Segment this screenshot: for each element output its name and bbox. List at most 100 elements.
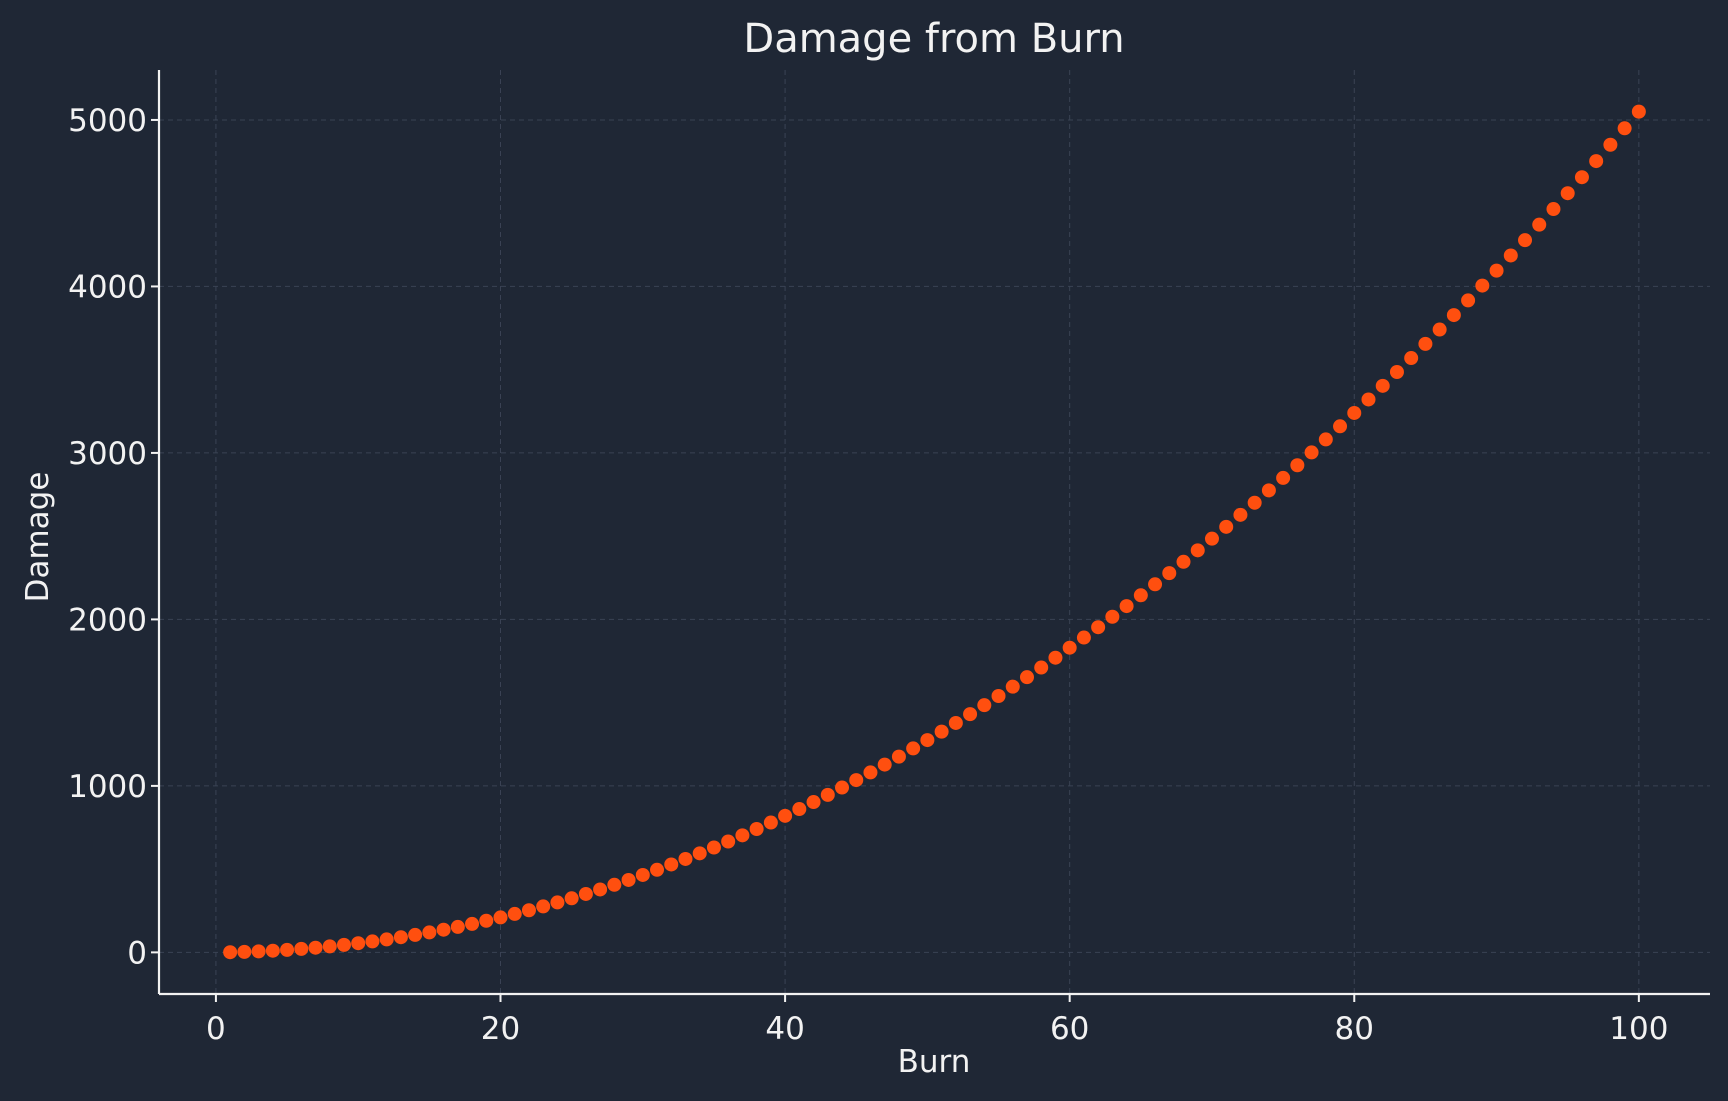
data-point xyxy=(1361,392,1376,407)
data-point xyxy=(991,688,1006,703)
y-axis-label: Damage xyxy=(20,472,56,603)
x-tick-label: 20 xyxy=(481,1011,520,1047)
data-point xyxy=(906,741,921,756)
data-point xyxy=(835,780,850,795)
data-point xyxy=(465,916,480,931)
data-point xyxy=(920,733,935,748)
data-point xyxy=(1418,336,1433,351)
data-point xyxy=(223,945,238,960)
data-point xyxy=(820,787,835,802)
data-point xyxy=(963,707,978,722)
data-point xyxy=(849,773,864,788)
data-point xyxy=(1261,483,1276,498)
y-tick-label: 5000 xyxy=(68,103,147,139)
data-point xyxy=(1019,670,1034,685)
data-point xyxy=(1119,599,1134,614)
data-point xyxy=(1276,470,1291,485)
data-point xyxy=(678,851,693,866)
x-tick-label: 80 xyxy=(1335,1011,1374,1047)
x-tick-label: 40 xyxy=(765,1011,804,1047)
data-point xyxy=(521,903,536,918)
y-tick-label: 4000 xyxy=(68,269,147,305)
data-point xyxy=(1503,248,1518,263)
data-point xyxy=(1105,609,1120,624)
data-point xyxy=(1304,445,1319,460)
data-point xyxy=(1389,365,1404,380)
x-axis-label: Burn xyxy=(898,1044,971,1080)
data-point xyxy=(436,922,451,937)
data-point xyxy=(1148,577,1163,592)
x-tick-label: 0 xyxy=(206,1011,226,1047)
data-points xyxy=(223,104,1646,960)
data-point xyxy=(1375,378,1390,393)
data-point xyxy=(1048,650,1063,665)
data-point xyxy=(1005,679,1020,694)
data-point xyxy=(1333,419,1348,434)
data-point xyxy=(593,882,608,897)
data-point xyxy=(1034,660,1049,675)
data-point xyxy=(393,930,408,945)
data-point xyxy=(479,913,494,928)
data-point xyxy=(1404,351,1419,366)
data-point xyxy=(1603,137,1618,152)
data-point xyxy=(1347,405,1362,420)
data-point xyxy=(1247,495,1262,510)
data-point xyxy=(1546,202,1561,217)
data-point xyxy=(1190,543,1205,558)
data-point xyxy=(749,822,764,837)
data-point xyxy=(578,886,593,901)
data-point xyxy=(1461,293,1476,308)
data-point xyxy=(621,872,636,887)
data-point xyxy=(635,867,650,882)
data-point xyxy=(721,834,736,849)
data-point xyxy=(934,724,949,739)
data-point xyxy=(863,765,878,780)
data-point xyxy=(735,828,750,843)
data-point xyxy=(763,815,778,830)
data-point xyxy=(1162,566,1177,581)
data-point xyxy=(1133,588,1148,603)
y-tick-label: 0 xyxy=(127,935,147,971)
data-point xyxy=(1518,233,1533,248)
chart-title: Damage from Burn xyxy=(743,16,1124,62)
data-point xyxy=(891,749,906,764)
x-tick-label: 60 xyxy=(1050,1011,1089,1047)
data-point xyxy=(706,840,721,855)
data-point xyxy=(977,698,992,713)
data-point xyxy=(792,802,807,817)
data-point xyxy=(322,939,337,954)
data-point xyxy=(1432,322,1447,337)
data-point xyxy=(1589,154,1604,169)
data-point xyxy=(536,899,551,914)
data-point xyxy=(308,940,323,955)
data-point xyxy=(1489,263,1504,278)
y-tick-label: 3000 xyxy=(68,436,147,472)
data-point xyxy=(948,715,963,730)
data-point xyxy=(1475,278,1490,293)
data-point xyxy=(1617,121,1632,136)
data-point xyxy=(1091,620,1106,635)
data-point xyxy=(664,857,679,872)
data-point xyxy=(1532,217,1547,232)
grid xyxy=(159,70,1710,994)
data-point xyxy=(251,944,266,959)
y-tick-label: 1000 xyxy=(68,769,147,805)
data-point xyxy=(564,891,579,906)
data-point xyxy=(1560,186,1575,201)
data-point xyxy=(1446,308,1461,323)
data-point xyxy=(1176,554,1191,569)
x-tick-label: 100 xyxy=(1609,1011,1668,1047)
data-point xyxy=(1062,640,1077,655)
data-point xyxy=(806,795,821,810)
data-point xyxy=(1076,630,1091,645)
data-point xyxy=(365,934,380,949)
data-point xyxy=(450,919,465,934)
data-point xyxy=(237,944,252,959)
data-point xyxy=(1233,507,1248,522)
data-point xyxy=(607,877,622,892)
y-tick-label: 2000 xyxy=(68,602,147,638)
data-point xyxy=(422,925,437,940)
data-point xyxy=(550,895,565,910)
